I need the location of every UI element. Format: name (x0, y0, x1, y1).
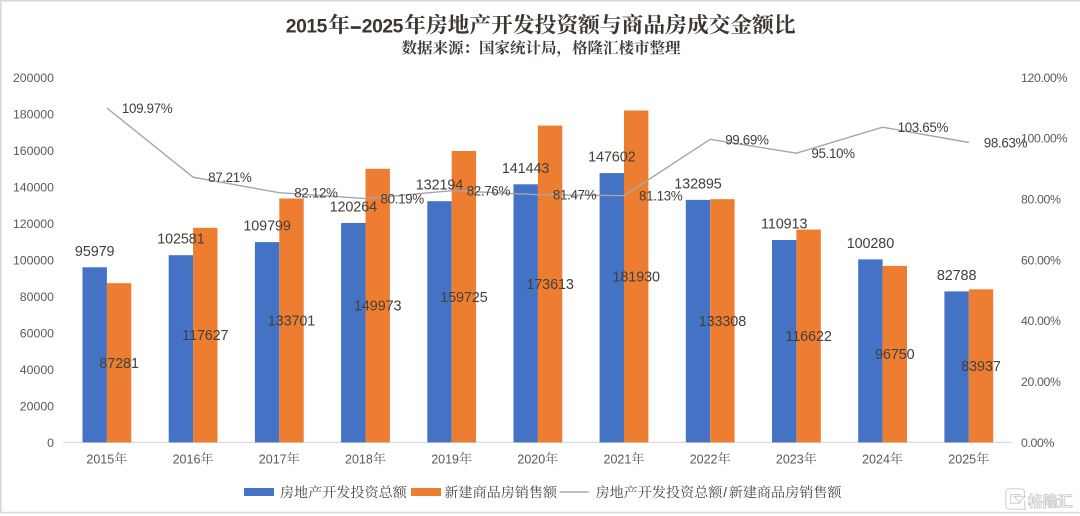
svg-text:0: 0 (47, 436, 54, 450)
svg-text:100280: 100280 (847, 236, 895, 252)
svg-text:2024: 2024 (862, 452, 890, 466)
svg-text:132895: 132895 (674, 176, 722, 192)
svg-text:81.47%: 81.47% (553, 188, 597, 203)
svg-text:20000: 20000 (20, 399, 54, 413)
svg-text:98.63%: 98.63% (984, 136, 1028, 151)
svg-text:82.12%: 82.12% (294, 186, 338, 201)
svg-text:80.00%: 80.00% (1021, 193, 1061, 207)
svg-text:180000: 180000 (13, 107, 54, 121)
svg-text:96750: 96750 (875, 347, 915, 363)
svg-text:133308: 133308 (699, 314, 747, 330)
svg-text:80.19%: 80.19% (381, 192, 425, 207)
svg-text:120.00%: 120.00% (1021, 71, 1068, 85)
svg-text:/: / (723, 485, 727, 500)
svg-text:87281: 87281 (99, 356, 139, 372)
svg-text:2017: 2017 (259, 452, 287, 466)
svg-text:82.76%: 82.76% (467, 184, 511, 199)
svg-text:100000: 100000 (13, 253, 54, 267)
svg-text:2020: 2020 (517, 452, 545, 466)
svg-text:20.00%: 20.00% (1021, 375, 1061, 389)
svg-text:100.00%: 100.00% (1021, 132, 1068, 146)
svg-text:60000: 60000 (20, 326, 54, 340)
svg-text:2019: 2019 (431, 452, 459, 466)
svg-text:159725: 159725 (440, 290, 488, 306)
svg-text:83937: 83937 (961, 359, 1001, 375)
svg-text:133701: 133701 (268, 314, 316, 330)
svg-text:60.00%: 60.00% (1021, 253, 1061, 267)
svg-text:109.97%: 109.97% (122, 101, 173, 116)
svg-text:116622: 116622 (785, 329, 831, 345)
svg-text:120264: 120264 (330, 200, 378, 216)
svg-text:80000: 80000 (20, 290, 54, 304)
svg-text:2025: 2025 (362, 16, 404, 37)
svg-text:2025: 2025 (948, 452, 976, 466)
svg-text:2015: 2015 (286, 16, 328, 37)
svg-text:2022: 2022 (690, 452, 718, 466)
svg-text:109799: 109799 (243, 219, 291, 235)
svg-text:2016: 2016 (173, 452, 201, 466)
svg-text:120000: 120000 (13, 217, 54, 231)
svg-text:87.21%: 87.21% (208, 170, 252, 185)
svg-text:140000: 140000 (13, 180, 54, 194)
svg-text:117627: 117627 (182, 328, 228, 344)
svg-text:2023: 2023 (776, 452, 804, 466)
svg-text:99.69%: 99.69% (725, 132, 769, 147)
svg-text:0.00%: 0.00% (1021, 436, 1055, 450)
svg-text:82788: 82788 (937, 268, 977, 284)
svg-text:102581: 102581 (157, 232, 205, 248)
svg-text:147602: 147602 (588, 150, 636, 166)
svg-text:181930: 181930 (612, 270, 660, 286)
svg-text:132194: 132194 (416, 178, 464, 194)
svg-text:149973: 149973 (354, 299, 402, 315)
svg-text:173613: 173613 (526, 277, 574, 293)
svg-text:2015: 2015 (86, 452, 114, 466)
svg-text:2018: 2018 (345, 452, 373, 466)
svg-text:40.00%: 40.00% (1021, 314, 1061, 328)
svg-text:2021: 2021 (604, 452, 632, 466)
svg-text:160000: 160000 (13, 144, 54, 158)
svg-text:110913: 110913 (761, 217, 807, 233)
svg-text:141443: 141443 (502, 161, 550, 177)
svg-text:40000: 40000 (20, 363, 54, 377)
svg-text:95979: 95979 (75, 244, 115, 260)
svg-text:200000: 200000 (13, 71, 54, 85)
svg-text:103.65%: 103.65% (898, 120, 949, 135)
svg-text:81.13%: 81.13% (639, 189, 683, 204)
svg-text:95.10%: 95.10% (811, 146, 855, 161)
